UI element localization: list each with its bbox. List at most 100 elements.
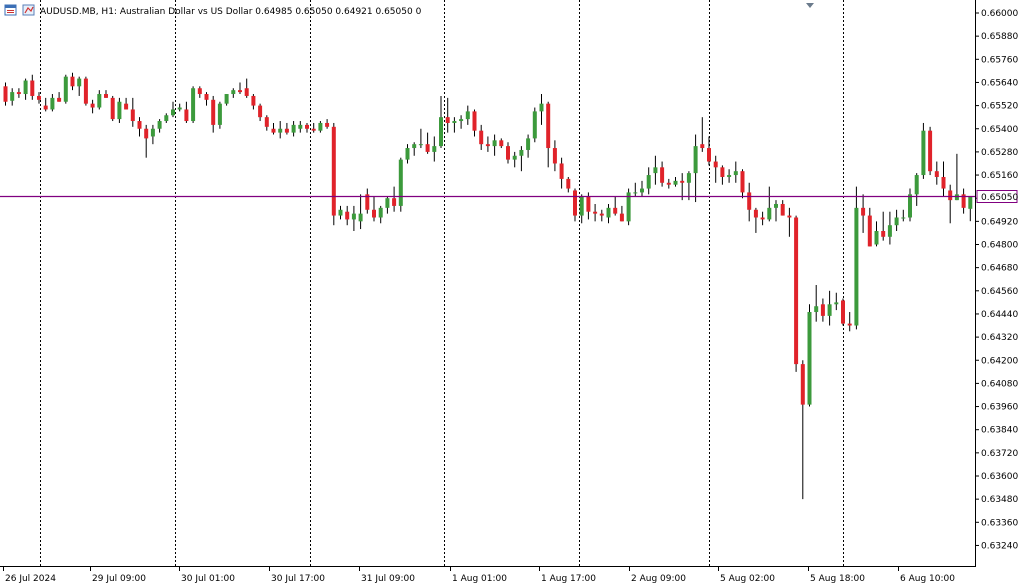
candle-body xyxy=(579,196,584,216)
candle-bull xyxy=(968,196,973,222)
candle-body xyxy=(740,171,745,193)
candle-bull xyxy=(834,292,839,311)
candle-body xyxy=(680,180,685,183)
candle-body xyxy=(137,121,142,129)
scroll-marker[interactable] xyxy=(806,3,814,8)
candle-body xyxy=(807,312,812,405)
chart-window-icon[interactable] xyxy=(4,4,17,16)
price-tick-label: 0.65880 xyxy=(981,32,1018,42)
candle-bear xyxy=(16,88,21,98)
candle-body xyxy=(767,207,772,220)
candle-body xyxy=(425,144,430,152)
candle-bear xyxy=(43,97,48,112)
candle-body xyxy=(331,126,336,216)
price-tick-label: 0.63480 xyxy=(981,495,1018,505)
price-tick-label: 0.63360 xyxy=(981,518,1018,528)
candle-body xyxy=(733,171,738,176)
candle-bear xyxy=(700,117,705,152)
chart-header-label: AUDUSD.MB, H1: Australian Dollar vs US D… xyxy=(40,7,422,17)
candle-body xyxy=(914,175,919,195)
candle-bear xyxy=(506,142,510,164)
candle-body xyxy=(814,306,819,313)
candle-body xyxy=(211,99,216,125)
candle-bull xyxy=(646,167,651,195)
candle-bull xyxy=(10,88,15,106)
candle-body xyxy=(559,163,564,179)
candle-bear xyxy=(197,86,202,98)
candle-bull xyxy=(298,121,303,133)
candle-bull xyxy=(351,205,356,231)
candle-body xyxy=(50,97,55,110)
candle-body xyxy=(157,121,162,129)
candle-bear xyxy=(747,182,752,222)
candle-body xyxy=(827,304,832,316)
candle-body xyxy=(258,105,263,118)
candle-bull xyxy=(459,115,464,129)
candle-bear xyxy=(740,169,745,199)
candle-body xyxy=(787,215,792,218)
candle-bull xyxy=(827,290,832,326)
candle-bear xyxy=(934,161,939,185)
candle-bull xyxy=(117,97,122,123)
candle-body xyxy=(874,230,879,245)
candle-bull xyxy=(693,134,698,203)
candle-bear xyxy=(707,136,711,166)
price-axis[interactable]: 0.66000 0.65880 0.65760 0.65640 0.65520 0.654… xyxy=(975,9,1018,551)
candle-bull xyxy=(727,169,732,183)
candle-body xyxy=(673,180,678,185)
candle-bear xyxy=(3,82,8,106)
candle-bear xyxy=(372,196,376,222)
candle-bear xyxy=(660,161,665,187)
candle-body xyxy=(586,196,591,212)
candle-body xyxy=(251,95,256,106)
candle-body xyxy=(23,80,28,95)
candle-body xyxy=(197,88,202,95)
candle-body xyxy=(77,78,82,87)
price-tick-label: 0.66000 xyxy=(981,9,1018,19)
candle-bear xyxy=(345,205,350,226)
price-tick-label: 0.65760 xyxy=(981,55,1018,65)
candle-bear xyxy=(485,136,490,152)
candle-body xyxy=(459,119,464,122)
candle-bear xyxy=(566,176,571,193)
candle-body xyxy=(887,225,892,237)
candle-body xyxy=(412,144,417,149)
candle-body xyxy=(231,90,236,95)
candle-body xyxy=(63,76,68,102)
candle-bear xyxy=(666,178,671,189)
candle-bear xyxy=(499,138,504,149)
time-tick-label: 5 Aug 18:00 xyxy=(810,574,865,584)
candle-body xyxy=(653,167,658,174)
candle-body xyxy=(338,209,343,216)
candle-body xyxy=(512,155,517,160)
symbol-icon[interactable] xyxy=(22,4,35,16)
current-price-label-box xyxy=(976,190,1018,203)
candle-body xyxy=(800,364,805,405)
candle-bull xyxy=(767,186,772,222)
candle-body xyxy=(861,207,866,216)
candle-bull xyxy=(50,94,55,112)
candle-body xyxy=(941,176,946,189)
candle-body xyxy=(961,194,966,208)
candle-bull xyxy=(231,88,236,98)
candle-body xyxy=(298,124,303,129)
time-axis[interactable]: 26 Jul 2024 29 Jul 09:00 30 Jul 01:00 30 Ju… xyxy=(3,566,956,584)
candle-body xyxy=(37,95,41,100)
candle-body xyxy=(291,124,296,133)
candle-bull xyxy=(358,194,363,230)
candle-body xyxy=(3,86,8,102)
candle-bull xyxy=(398,157,403,212)
candle-body xyxy=(311,128,316,131)
price-tick-label: 0.63960 xyxy=(981,403,1018,413)
candle-bull xyxy=(640,180,644,197)
price-tick-label: 0.64200 xyxy=(981,356,1018,366)
candle-body xyxy=(465,111,470,120)
candle-bull xyxy=(807,304,812,407)
candle-body xyxy=(606,207,611,218)
candle-bear xyxy=(546,101,551,168)
candle-bear xyxy=(847,312,852,332)
candle-body xyxy=(191,88,196,122)
candle-body xyxy=(526,138,531,150)
candle-bull xyxy=(894,209,899,231)
